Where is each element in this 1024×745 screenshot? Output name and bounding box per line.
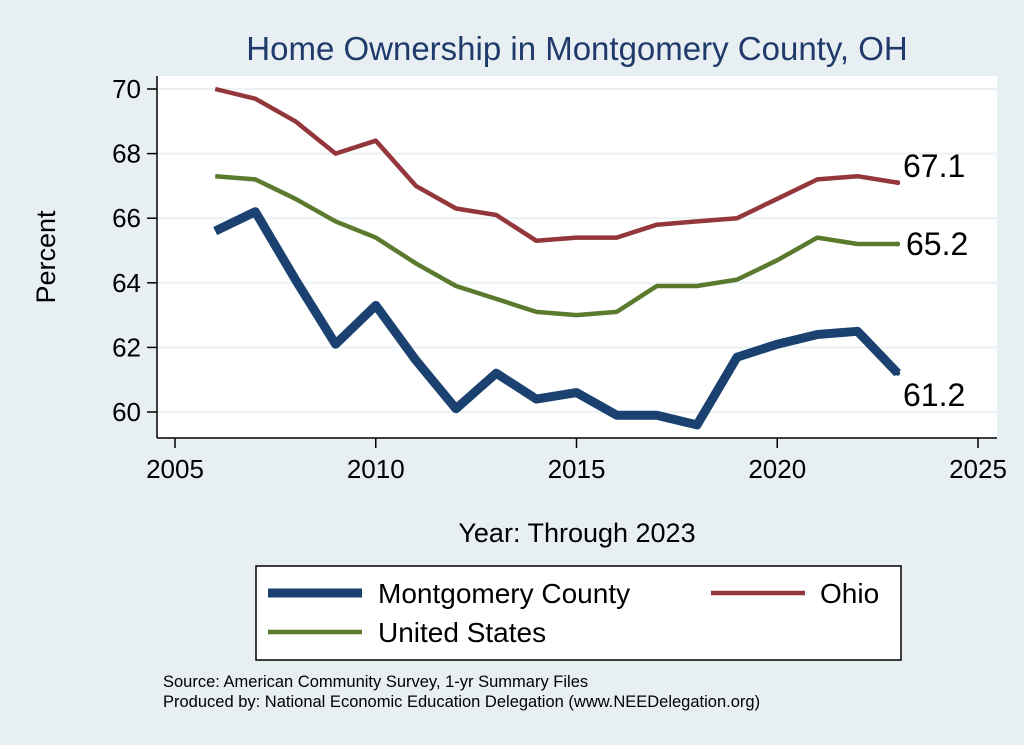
x-tick-label: 2025	[949, 454, 1007, 484]
end-labels: 61.2 67.1 65.2	[903, 148, 968, 413]
end-label-ohio: 67.1	[903, 148, 965, 184]
source-note: Source: American Community Survey, 1-yr …	[163, 673, 588, 691]
y-tick-label: 60	[112, 397, 141, 427]
x-axis-title: Year: Through 2023	[458, 518, 695, 548]
y-axis-ticks: 60 62 64 66 68 70	[112, 74, 157, 427]
x-tick-label: 2020	[748, 454, 806, 484]
x-axis-ticks: 2005 2010 2015 2020 2025	[146, 438, 1007, 484]
series-lines	[213, 86, 901, 430]
chart-title: Home Ownership in Montgomery County, OH	[246, 30, 907, 67]
x-tick-label: 2015	[548, 454, 606, 484]
series-line-montgomery-county	[213, 207, 901, 430]
series-line-ohio	[214, 86, 899, 244]
end-label-united-states: 65.2	[906, 226, 968, 262]
x-tick-label: 2010	[347, 454, 405, 484]
y-tick-label: 68	[112, 139, 141, 169]
y-axis-title: Percent	[31, 210, 61, 304]
series-line-united-states	[215, 173, 898, 318]
end-label-montgomery-county: 61.2	[903, 377, 965, 413]
legend-label-montgomery-county: Montgomery County	[378, 578, 630, 609]
legend-label-ohio: Ohio	[820, 578, 879, 609]
end-point-ohio	[895, 180, 901, 186]
plot-area	[157, 76, 997, 438]
y-tick-label: 66	[112, 203, 141, 233]
legend: Montgomery County Ohio United States	[268, 578, 879, 648]
x-tick-label: 2005	[146, 454, 204, 484]
end-point-montgomery-county	[895, 370, 901, 376]
y-tick-label: 70	[112, 74, 141, 104]
legend-box	[255, 565, 902, 661]
produced-by-note: Produced by: National Economic Education…	[163, 693, 760, 711]
legend-label-united-states: United States	[378, 617, 546, 648]
end-point-united-states	[895, 241, 901, 247]
y-tick-label: 64	[112, 268, 141, 298]
y-tick-label: 62	[112, 332, 141, 362]
